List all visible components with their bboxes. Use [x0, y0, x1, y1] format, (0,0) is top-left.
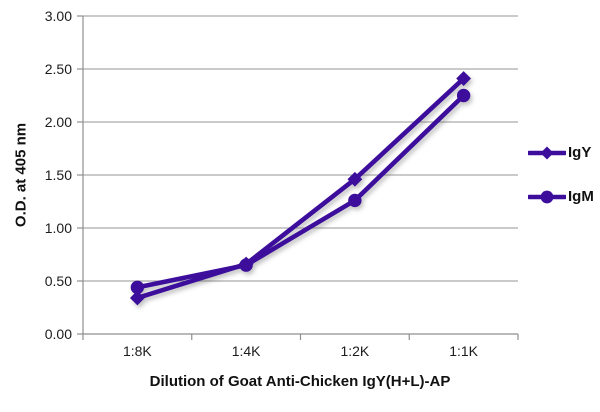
legend-marker-circle-icon: [528, 190, 566, 204]
legend: IgY IgM: [528, 141, 594, 229]
data-point-igm: [348, 193, 362, 208]
legend-label: IgM: [568, 188, 594, 205]
x-tick-label: 1:1K: [449, 343, 478, 359]
data-point-igm: [130, 280, 145, 295]
x-axis-title: Dilution of Goat Anti-Chicken IgY(H+L)-A…: [149, 373, 451, 390]
series-line-igm: [135, 93, 466, 290]
legend-circle: [540, 190, 554, 204]
legend-diamond: [540, 146, 554, 160]
y-tick-label: 0.00: [45, 326, 72, 342]
data-point-igy: [456, 71, 472, 86]
x-tick-label: 1:2K: [340, 343, 369, 359]
x-tick-label: 1:4K: [232, 343, 261, 359]
data-point-igy: [347, 171, 363, 187]
y-tick-label: 1.00: [45, 220, 72, 236]
legend-marker-diamond-icon: [528, 146, 566, 160]
x-tick-label: 1:8K: [123, 343, 152, 359]
y-axis-title: O.D. at 405 nm: [12, 122, 30, 228]
legend-item-igy: IgY: [528, 141, 594, 165]
series-line-igy: [135, 76, 466, 301]
data-point-igm: [456, 88, 471, 103]
legend-item-igm: IgM: [528, 185, 594, 209]
y-tick-label: 2.00: [45, 114, 72, 130]
legend-label: IgY: [568, 144, 592, 161]
y-tick-label: 3.00: [45, 8, 72, 24]
y-tick-label: 0.50: [45, 273, 72, 289]
series-group: [129, 71, 472, 306]
data-point-igm: [239, 258, 253, 272]
y-tick-label: 2.50: [45, 61, 72, 77]
data-point-igy: [129, 290, 145, 306]
y-tick-label: 1.50: [45, 167, 72, 183]
